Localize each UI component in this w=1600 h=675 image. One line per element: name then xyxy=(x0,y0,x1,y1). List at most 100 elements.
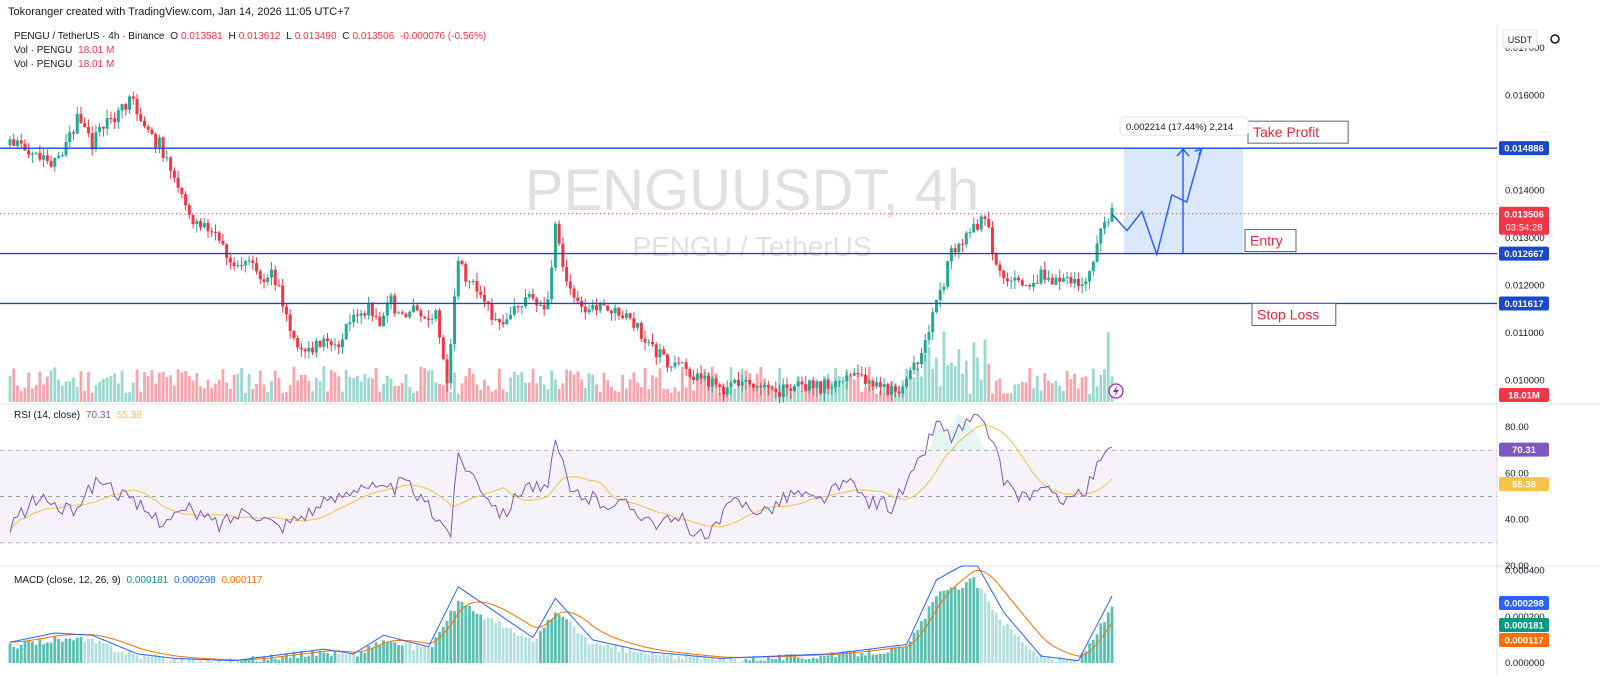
macd-histogram-bar xyxy=(1106,612,1110,663)
macd-histogram-bar xyxy=(636,652,639,663)
volume-bar xyxy=(382,383,385,402)
volume-bar xyxy=(583,387,587,402)
macd-histogram-bar xyxy=(180,657,184,663)
vol-label[interactable]: Vol · PENGU xyxy=(14,45,73,56)
chart-canvas[interactable]: PENGUUSDT, 4h PENGU / TetherUS Take Prof… xyxy=(0,24,1600,675)
macd-hist-last-tag xyxy=(1499,618,1549,632)
candle-body xyxy=(721,387,725,395)
volume-bar xyxy=(1006,393,1009,402)
change-value: -0.000076 (-0.56%) xyxy=(400,31,487,42)
macd-histogram-bar xyxy=(628,648,632,663)
volume-bar xyxy=(542,384,546,402)
volume-bar xyxy=(856,374,860,402)
candle-body xyxy=(75,113,79,134)
volume-bar xyxy=(1017,383,1021,402)
macd-histogram-bar xyxy=(176,661,180,663)
volume-bar xyxy=(1054,380,1058,402)
macd-histogram-bar xyxy=(42,644,46,663)
current-price-text: 0.013506 xyxy=(1504,210,1544,221)
candle-body xyxy=(38,152,42,160)
candle-body xyxy=(355,314,359,316)
candle-body xyxy=(557,223,561,244)
open-value: 0.013581 xyxy=(181,31,223,42)
candle-body xyxy=(232,262,236,267)
macd-histogram-bar xyxy=(539,631,542,663)
candle-body xyxy=(426,318,430,320)
candle-body xyxy=(352,314,356,323)
candle-body xyxy=(1058,277,1062,282)
candle-body xyxy=(628,313,632,319)
volume-bar xyxy=(1076,388,1080,402)
rsi-title[interactable]: RSI (14, close) xyxy=(14,410,81,421)
macd-histogram-bar xyxy=(318,650,322,663)
macd-histogram-bar xyxy=(890,647,893,663)
candle-body xyxy=(897,391,901,394)
candle-body xyxy=(759,385,763,388)
macd-histogram-bar xyxy=(681,659,684,663)
volume-bar xyxy=(385,375,389,402)
symbol-title[interactable]: PENGU / TetherUS · 4h · Binance xyxy=(14,31,165,42)
macd-histogram-bar xyxy=(882,653,886,663)
candle-body xyxy=(57,155,61,158)
volume-bar xyxy=(912,377,916,402)
candle-body xyxy=(445,359,449,384)
macd-histogram-bar xyxy=(296,657,300,663)
macd-histogram-bar xyxy=(49,642,53,663)
macd-histogram-bar xyxy=(748,660,752,663)
volume-bar xyxy=(748,373,752,402)
macd-histogram-bar xyxy=(1009,628,1013,663)
macd-histogram-bar xyxy=(677,656,681,663)
candle-body xyxy=(72,132,76,134)
volume-bar xyxy=(617,391,621,402)
volume-bar xyxy=(849,376,852,402)
volume-tag xyxy=(1499,388,1549,402)
volume-bar xyxy=(882,392,886,402)
candle-body xyxy=(796,381,800,387)
candle-body xyxy=(591,305,595,310)
candle-body xyxy=(520,306,524,308)
macd-histogram-bar xyxy=(1073,660,1077,663)
macd-histogram-bar xyxy=(1020,642,1024,663)
candle-body xyxy=(949,248,953,262)
macd-histogram-bar xyxy=(632,651,636,663)
volume-bar xyxy=(262,384,266,402)
currency-button[interactable] xyxy=(1502,29,1538,49)
candle-body xyxy=(953,248,957,253)
candle-body xyxy=(400,312,404,314)
macd-histogram-bar xyxy=(1028,649,1032,663)
macd-histogram-bar xyxy=(1095,634,1099,663)
volume-bar xyxy=(370,378,374,402)
vol-label-2[interactable]: Vol · PENGU xyxy=(14,59,73,70)
volume-bar xyxy=(976,357,979,402)
macd-title[interactable]: MACD (close, 12, 26, 9) xyxy=(14,575,121,586)
volume-bar xyxy=(438,383,441,402)
macd-histogram-bar xyxy=(684,653,688,663)
macd-histogram-bar xyxy=(1006,623,1009,663)
stop-loss-price-tag xyxy=(1499,296,1549,311)
candle-body xyxy=(98,126,102,132)
settings-icon[interactable] xyxy=(1546,30,1564,48)
macd-histogram-bar xyxy=(1076,663,1080,664)
volume-bar xyxy=(400,383,404,402)
price-tick-label: 0.011000 xyxy=(1505,328,1544,339)
currency-label: USDT xyxy=(1508,35,1533,45)
volume-bar xyxy=(527,382,531,402)
candle-body xyxy=(755,385,759,388)
volume-bar xyxy=(1047,380,1050,402)
gear-icon xyxy=(1550,34,1560,44)
volume-bar xyxy=(288,385,292,402)
macd-histogram-bar xyxy=(1088,643,1091,663)
volume-bar xyxy=(725,392,729,402)
candle-body xyxy=(397,312,401,314)
volume-bar xyxy=(1106,332,1110,402)
volume-bar xyxy=(266,392,270,402)
macd-histogram-bar xyxy=(1035,656,1039,663)
macd-histogram-bar xyxy=(214,663,217,664)
volume-bar xyxy=(998,378,1002,402)
macd-histogram-bar xyxy=(520,635,524,663)
volume-bar xyxy=(1050,383,1054,402)
candle-body xyxy=(213,231,217,233)
macd-histogram-bar xyxy=(751,656,755,663)
volume-bar xyxy=(800,390,804,402)
macd-histogram-bar xyxy=(79,637,83,663)
